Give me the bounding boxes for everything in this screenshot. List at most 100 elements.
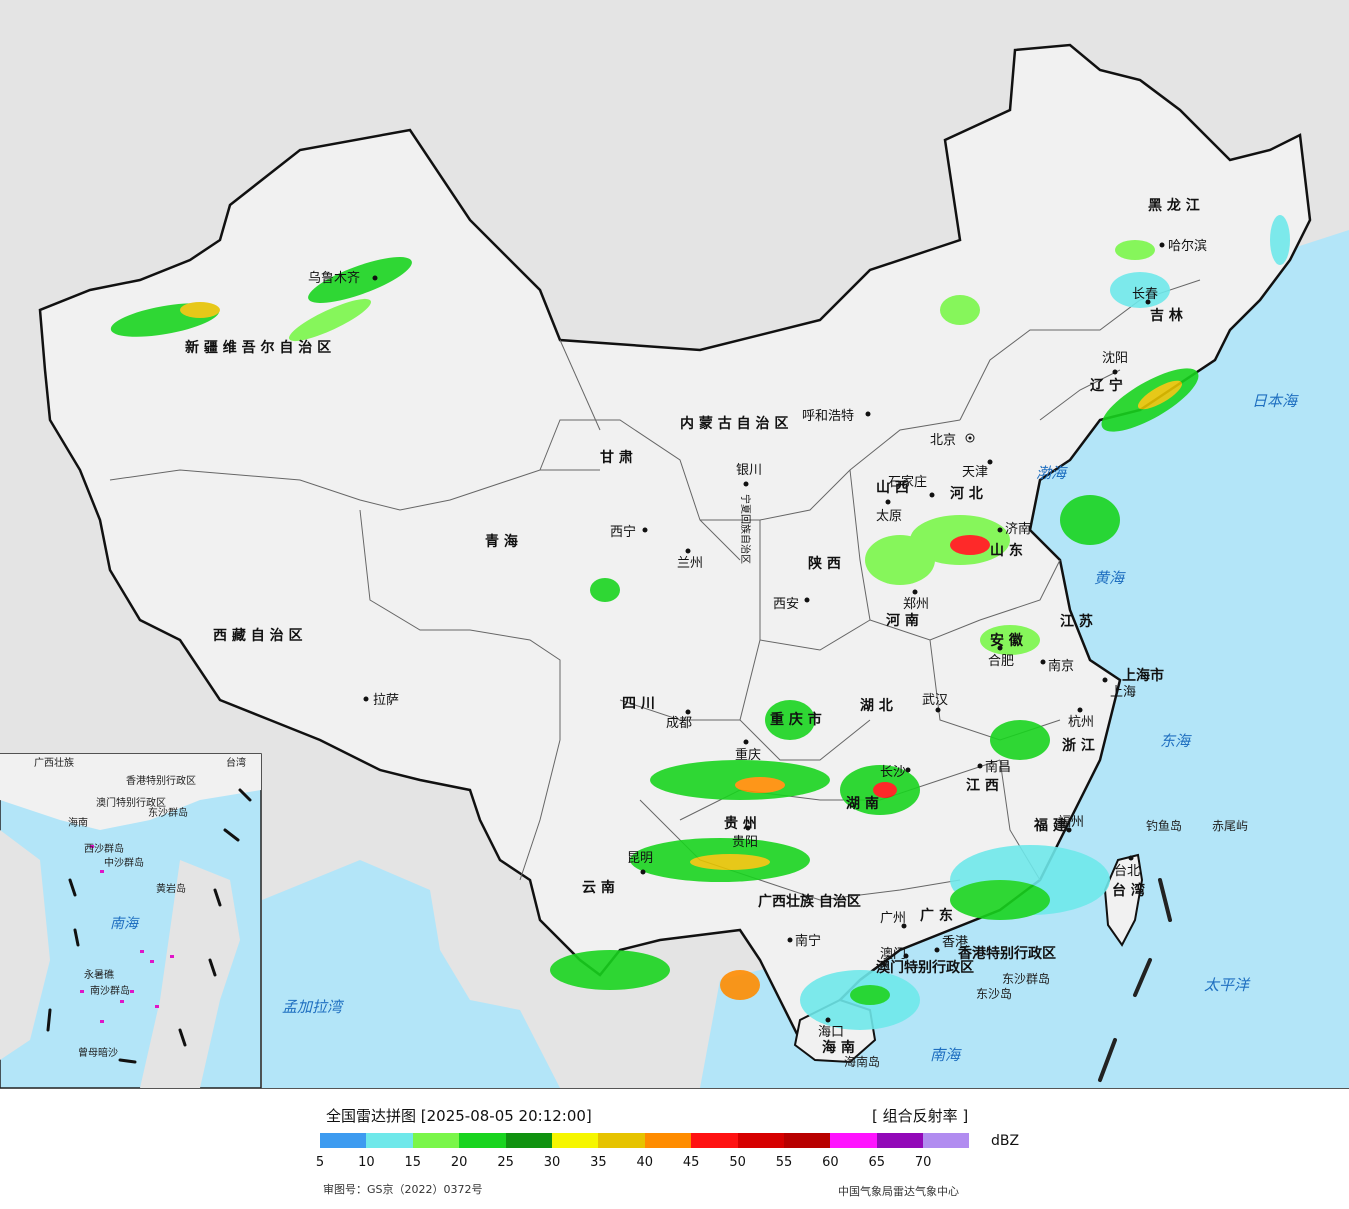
island-label: 东沙群岛 xyxy=(1002,971,1050,986)
city-label: 广州 xyxy=(880,911,906,926)
legend-tick-label: 15 xyxy=(404,1155,422,1170)
china-radar-map: 新 疆 维 吾 尔 自 治 区 西 藏 自 治 区 青 海 甘 肃 内 蒙 古 … xyxy=(0,0,1349,1088)
province-label: 福 建 xyxy=(1033,817,1067,834)
ocean-east xyxy=(700,230,1349,1088)
legend-tick-label: 20 xyxy=(450,1155,468,1170)
province-label: 浙 江 xyxy=(1062,737,1095,754)
maritime-boundary xyxy=(1098,878,1172,1082)
city-label: 西宁 xyxy=(610,524,636,540)
legend-tick-label: 45 xyxy=(682,1155,700,1170)
province-label: 广西壮族 自治区 xyxy=(758,893,861,910)
radar-echoes xyxy=(110,215,1290,1030)
city-label: 上海 xyxy=(1110,685,1136,700)
province-label: 西 藏 自 治 区 xyxy=(213,627,303,644)
city-label: 拉萨 xyxy=(373,693,399,708)
unit-label: dBZ xyxy=(991,1133,1020,1149)
legend-swatch xyxy=(412,1133,460,1148)
sea-label: 南海 xyxy=(930,1046,962,1064)
south-china-sea-inset xyxy=(0,753,262,1088)
province-label: 甘 肃 xyxy=(600,449,633,466)
color-scale-bar xyxy=(320,1133,970,1148)
province-label: 湖 北 xyxy=(860,698,893,714)
province-label: 台 湾 xyxy=(1112,882,1145,899)
province-label: 黑 龙 江 xyxy=(1148,197,1200,214)
province-label: 山 西 xyxy=(876,480,909,496)
city-label: 澳门 xyxy=(880,946,906,962)
city-label: 哈尔滨 xyxy=(1168,238,1207,254)
inset-label: 香港特别行政区 xyxy=(126,774,196,787)
island-labels: 钓鱼岛 赤尾屿 东沙群岛 东沙岛 海南岛 xyxy=(844,818,1248,1069)
province-label: 吉 林 xyxy=(1150,307,1183,324)
inset-label: 中沙群岛 xyxy=(104,856,144,869)
legend-tick-label: 40 xyxy=(636,1155,654,1170)
legend-tick-label: 70 xyxy=(914,1155,932,1170)
province-label: 辽 宁 xyxy=(1090,377,1123,394)
approval-number: 审图号：GS京（2022）0372号 xyxy=(323,1183,483,1196)
province-label: 新 疆 维 吾 尔 自 治 区 xyxy=(185,339,331,356)
city-label: 北京 xyxy=(930,433,956,448)
legend-tick-label: 25 xyxy=(497,1155,514,1170)
legend-swatch xyxy=(830,1133,877,1148)
legend-tick-label: 50 xyxy=(729,1155,746,1170)
inset-label: 黄岩岛 xyxy=(156,882,186,895)
inset-labels: 广西壮族 台湾 香港特别行政区 澳门特别行政区 东沙群岛 海南 西沙群岛 中沙群… xyxy=(34,756,246,1059)
legend-swatch xyxy=(691,1133,738,1148)
legend-tick-label: 30 xyxy=(543,1155,561,1170)
city-label: 重庆 xyxy=(735,747,761,763)
inset-label: 南海 xyxy=(110,916,140,932)
legend-swatch xyxy=(320,1133,367,1148)
legend-footer: 全国雷达拼图 [2025-08-05 20:12:00] [ 组合反射率 ] d… xyxy=(0,1088,1349,1209)
province-label: 内 蒙 古 自 治 区 xyxy=(680,415,788,432)
province-label: 云 南 xyxy=(582,879,615,896)
legend-swatch xyxy=(505,1133,552,1148)
ocean-bay-of-bengal xyxy=(262,860,560,1088)
legend-swatch xyxy=(551,1133,599,1148)
product-name: [ 组合反射率 ] xyxy=(872,1107,969,1125)
legend-swatch xyxy=(783,1133,831,1148)
province-label: 山 东 xyxy=(990,542,1023,559)
province-label: 河 南 xyxy=(886,612,919,629)
legend-swatch xyxy=(923,1133,970,1148)
organization: 中国气象局雷达气象中心 xyxy=(838,1185,959,1198)
province-labels: 新 疆 维 吾 尔 自 治 区 西 藏 自 治 区 青 海 甘 肃 内 蒙 古 … xyxy=(185,197,1200,1056)
inset-label: 台湾 xyxy=(226,756,246,769)
province-label: 澳门特别行政区 xyxy=(876,959,974,976)
province-label: 重 庆 市 xyxy=(770,711,822,728)
sea-label: 孟加拉湾 xyxy=(282,998,345,1016)
city-label: 长春 xyxy=(1132,287,1158,302)
city-label: 长沙 xyxy=(880,765,906,780)
island-label: 钓鱼岛 xyxy=(1146,818,1182,833)
city-label: 郑州 xyxy=(903,597,929,612)
legend-swatch xyxy=(644,1133,692,1148)
city-label: 台北 xyxy=(1114,864,1140,879)
province-label: 上海市 xyxy=(1122,667,1164,684)
city-label: 兰州 xyxy=(677,556,703,571)
legend-tick-label: 5 xyxy=(315,1155,325,1170)
mosaic-title: 全国雷达拼图 [2025-08-05 20:12:00] xyxy=(326,1107,592,1125)
inset-label: 曾母暗沙 xyxy=(78,1046,118,1059)
city-label: 贵阳 xyxy=(732,835,758,850)
sea-label: 太平洋 xyxy=(1204,976,1251,994)
sea-label: 渤海 xyxy=(1036,464,1068,482)
taiwan-island xyxy=(1103,853,1144,947)
city-label: 武汉 xyxy=(922,693,948,708)
legend-swatch xyxy=(366,1133,413,1148)
province-label: 安 徽 xyxy=(990,632,1024,649)
legend-tick-label: 10 xyxy=(358,1155,375,1170)
province-label: 湖 南 xyxy=(846,795,879,812)
city-label: 南京 xyxy=(1048,658,1074,674)
province-label: 陕 西 xyxy=(808,555,841,572)
island-label: 东沙岛 xyxy=(976,986,1012,1001)
legend-tick-label: 35 xyxy=(590,1155,607,1170)
province-label: 广 东 xyxy=(920,907,953,924)
legend-tick-label: 55 xyxy=(775,1155,793,1170)
city-label: 太原 xyxy=(876,509,902,524)
city-label: 呼和浩特 xyxy=(802,409,854,424)
city-label: 南昌 xyxy=(985,759,1011,775)
province-borders xyxy=(109,279,1201,901)
inset-label: 南沙群岛 xyxy=(90,984,130,997)
sea-labels: 渤海 黄海 东海 南海 日本海 太平洋 孟加拉湾 xyxy=(282,392,1299,1064)
province-label: 江 西 xyxy=(966,777,999,794)
inset-label: 东沙群岛 xyxy=(148,806,188,819)
